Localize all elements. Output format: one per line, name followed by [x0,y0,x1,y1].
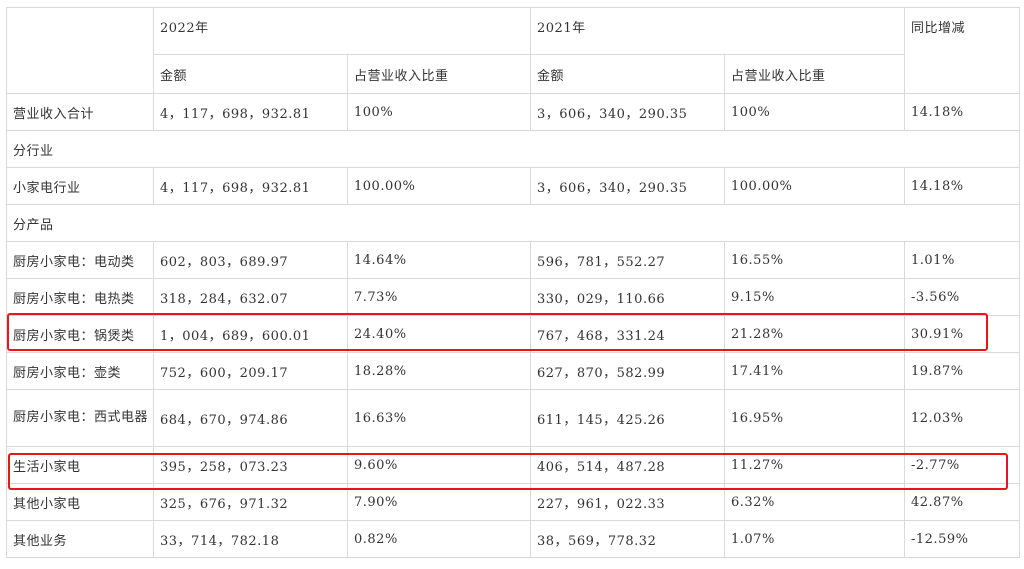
yoy-cell: -2.77% [904,446,1020,484]
row-label: 厨房小家电：锅煲类 [6,315,154,353]
amount-2021-cell: 227，961，022.33 [530,483,725,521]
share-2022-cell: 18.28% [347,352,531,390]
table-row: 营业收入合计 4，117，698，932.81 100% 3，606，340，2… [6,93,1020,131]
share-2021-cell: 17.41% [724,352,905,390]
amount-2021-cell: 611，145，425.26 [530,389,725,447]
amount-2022-cell: 318，284，632.07 [153,278,348,316]
yoy-cell: 12.03% [904,389,1020,447]
header-corner-cell [6,7,154,94]
share-2022-cell: 100% [347,93,531,131]
yoy-cell: 19.87% [904,352,1020,390]
yoy-cell: -12.59% [904,520,1020,558]
amount-2021-cell: 406，514，487.28 [530,446,725,484]
row-label: 厨房小家电：电热类 [6,278,154,316]
share-2021-cell: 21.28% [724,315,905,353]
table-row: 厨房小家电：壶类 752，600，209.17 18.28% 627，870，5… [6,352,1020,390]
table-row: 厨房小家电：电动类 602，803，689.97 14.64% 596，781，… [6,241,1020,279]
row-label: 厨房小家电：电动类 [6,241,154,279]
share-2021-cell: 16.55% [724,241,905,279]
header-amount-2021: 金额 [530,54,725,94]
yoy-cell: 14.18% [904,167,1020,205]
table-row: 其他小家电 325，676，971.32 7.90% 227，961，022.3… [6,483,1020,521]
table-row: 厨房小家电：电热类 318，284，632.07 7.73% 330，029，1… [6,278,1020,316]
header-share-2022: 占营业收入比重 [347,54,531,94]
amount-2021-cell: 330，029，110.66 [530,278,725,316]
table-row: 厨房小家电：锅煲类 1，004，689，600.01 24.40% 767，46… [6,315,1020,353]
revenue-breakdown-table-wrapper: 2022年 2021年 同比增减 金额 占营业收入比重 金额 占营业收入比重 营… [6,7,1020,558]
yoy-cell: 14.18% [904,93,1020,131]
yoy-cell: 30.91% [904,315,1020,353]
amount-2021-cell: 38，569，778.32 [530,520,725,558]
row-label: 营业收入合计 [6,93,154,131]
amount-2022-cell: 395，258，073.23 [153,446,348,484]
header-row-years: 2022年 2021年 同比增减 [6,7,1020,94]
share-2021-cell: 1.07% [724,520,905,558]
share-2021-cell: 6.32% [724,483,905,521]
header-share-2021: 占营业收入比重 [724,54,905,94]
row-label: 小家电行业 [6,167,154,205]
amount-2022-cell: 33，714，782.18 [153,520,348,558]
share-2022-cell: 16.63% [347,389,531,447]
amount-2021-cell: 596，781，552.27 [530,241,725,279]
amount-2022-cell: 602，803，689.97 [153,241,348,279]
header-row-columns: 金额 占营业收入比重 金额 占营业收入比重 [7,54,1020,94]
amount-2022-cell: 684，670，974.86 [153,389,348,447]
amount-2022-cell: 1，004，689，600.01 [153,315,348,353]
share-2022-cell: 100.00% [347,167,531,205]
share-2022-cell: 9.60% [347,446,531,484]
header-year-2021: 2021年 [530,7,905,55]
header-yoy: 同比增减 [904,7,1020,94]
revenue-breakdown-table: 2022年 2021年 同比增减 金额 占营业收入比重 金额 占营业收入比重 营… [6,7,1020,558]
amount-2021-cell: 3，606，340，290.35 [530,93,725,131]
share-2022-cell: 0.82% [347,520,531,558]
header-amount-2022: 金额 [153,54,348,94]
share-2022-cell: 14.64% [347,241,531,279]
section-row: 分产品 [6,204,1020,242]
amount-2022-cell: 752，600，209.17 [153,352,348,390]
share-2021-cell: 16.95% [724,389,905,447]
row-label: 生活小家电 [6,446,154,484]
share-2021-cell: 9.15% [724,278,905,316]
amount-2021-cell: 767，468，331.24 [530,315,725,353]
section-label-industry: 分行业 [6,130,1020,168]
section-row: 分行业 [6,130,1020,168]
yoy-cell: 1.01% [904,241,1020,279]
share-2022-cell: 7.73% [347,278,531,316]
amount-2022-cell: 4，117，698，932.81 [153,167,348,205]
amount-2022-cell: 325，676，971.32 [153,483,348,521]
row-label: 其他业务 [6,520,154,558]
section-label-product: 分产品 [6,204,1020,242]
share-2021-cell: 11.27% [724,446,905,484]
yoy-cell: 42.87% [904,483,1020,521]
table-row: 其他业务 33，714，782.18 0.82% 38，569，778.32 1… [6,520,1020,558]
header-year-2022: 2022年 [153,7,531,55]
table-row: 生活小家电 395，258，073.23 9.60% 406，514，487.2… [6,446,1020,484]
amount-2022-cell: 4，117，698，932.81 [153,93,348,131]
table-row: 小家电行业 4，117，698，932.81 100.00% 3，606，340… [6,167,1020,205]
amount-2021-cell: 627，870，582.99 [530,352,725,390]
table-row: 厨房小家电：西式电器 684，670，974.86 16.63% 611，145… [6,389,1020,447]
share-2021-cell: 100% [724,93,905,131]
share-2022-cell: 7.90% [347,483,531,521]
share-2021-cell: 100.00% [724,167,905,205]
row-label: 厨房小家电：壶类 [6,352,154,390]
row-label: 厨房小家电：西式电器 [6,389,154,447]
row-label: 其他小家电 [6,483,154,521]
share-2022-cell: 24.40% [347,315,531,353]
yoy-cell: -3.56% [904,278,1020,316]
amount-2021-cell: 3，606，340，290.35 [530,167,725,205]
